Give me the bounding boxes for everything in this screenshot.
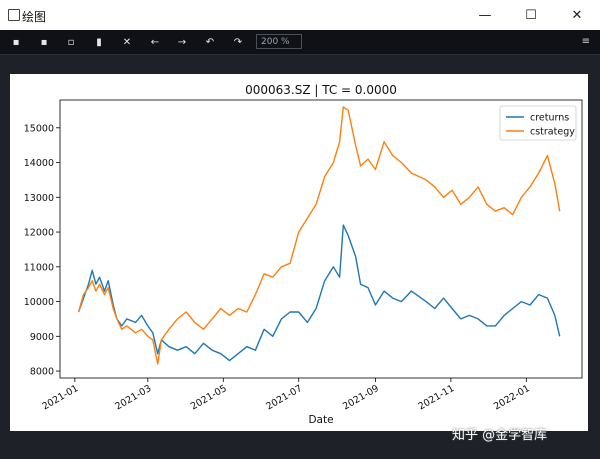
chart-canvas: 000063.SZ | TC = 0.0000 8000 9000 10000 1100… (10, 74, 588, 431)
close-icon[interactable]: ✕ (122, 36, 132, 48)
undo-icon[interactable]: ↶ (205, 36, 215, 48)
arrow-left-icon[interactable]: ← (150, 36, 160, 48)
y-tick-label: 9000 (30, 332, 54, 343)
series-line-creturns (77, 224, 561, 362)
x-tick-label: 2021-09 (341, 383, 381, 412)
x-tick-label: 2021-01 (40, 383, 80, 412)
close-button[interactable]: ✕ (571, 7, 583, 23)
legend-label-cstrategy: cstrategy (530, 127, 575, 138)
series-line-cstrategy (77, 106, 561, 365)
hamburger-icon[interactable]: ≡ (581, 36, 590, 47)
save-as-icon[interactable]: ▪ (40, 36, 48, 48)
zoom-input[interactable]: 200 % (256, 34, 302, 49)
y-tick-label: 8000 (30, 367, 54, 378)
save-icon[interactable]: ▪ (12, 36, 20, 48)
y-tick-label: 12000 (24, 228, 54, 239)
y-tick-label: 10000 (24, 297, 54, 308)
chart-title: 000063.SZ | TC = 0.0000 (245, 83, 397, 97)
x-tick-label: 2021-11 (416, 383, 456, 412)
arrow-right-icon[interactable]: → (177, 36, 187, 48)
plot-frame (59, 99, 583, 379)
delete-icon[interactable]: ▮ (96, 36, 102, 48)
x-tick-label: 2021-07 (264, 383, 304, 412)
legend-label-creturns: creturns (530, 113, 569, 124)
x-tick-label: 2022-01 (492, 383, 532, 412)
y-tick-label: 13000 (24, 193, 54, 204)
window-titlebar: 绘图 — ☐ ✕ (0, 0, 600, 31)
window-title: 绘图 (22, 10, 47, 24)
x-axis-label: Date (308, 414, 333, 426)
watermark: 知乎 @金学智库 (452, 428, 548, 443)
y-tick-label: 14000 (24, 158, 54, 169)
x-tick-label: 2021-05 (189, 383, 229, 412)
minimize-button[interactable]: — (478, 7, 492, 23)
y-tick-label: 15000 (24, 123, 54, 134)
redo-icon[interactable]: ↷ (233, 36, 243, 48)
maximize-button[interactable]: ☐ (525, 7, 537, 23)
copy-icon[interactable]: ▫ (67, 36, 75, 48)
app-icon (8, 9, 20, 21)
x-tick-label: 2021-03 (113, 383, 153, 412)
line-chart: 000063.SZ | TC = 0.0000 8000 9000 10000 1100… (24, 83, 583, 426)
y-tick-label: 11000 (24, 262, 54, 273)
